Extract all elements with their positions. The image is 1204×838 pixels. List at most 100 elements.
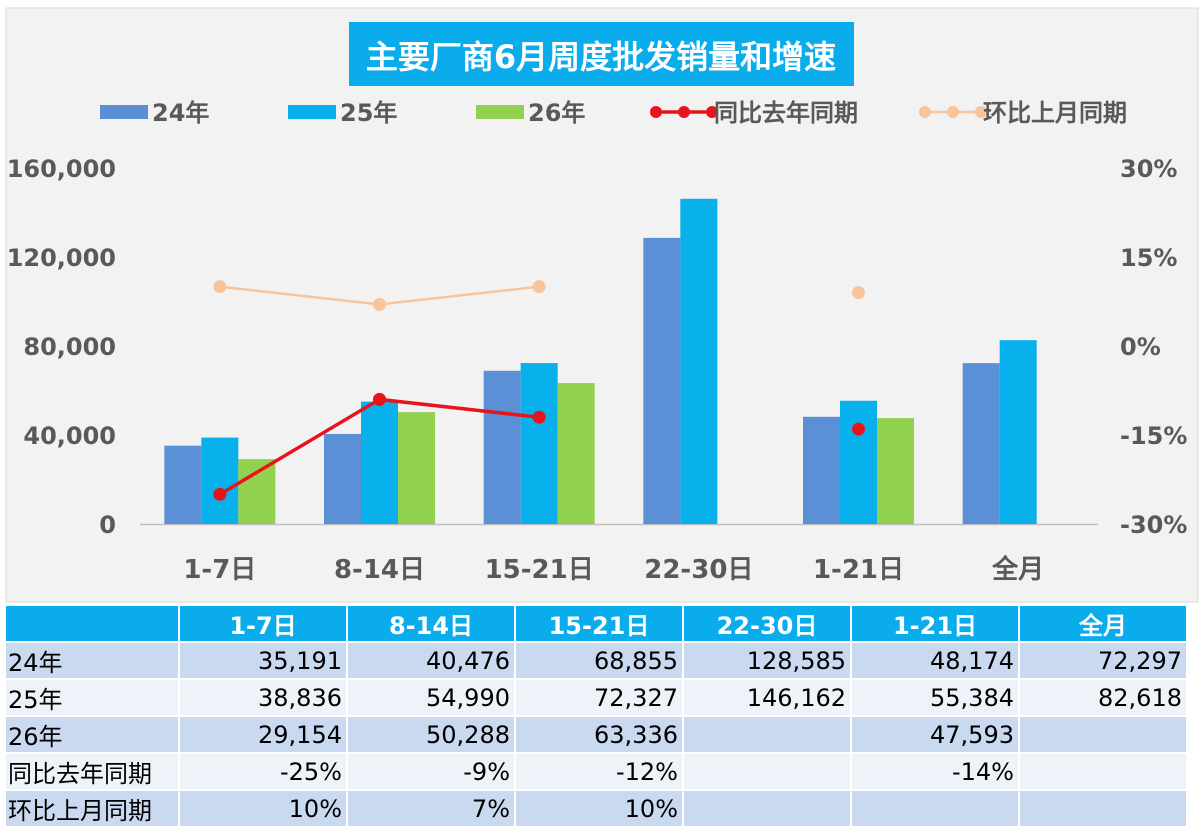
y-left-tick-label: 40,000 [23, 422, 116, 450]
table-cell: 82,618 [1020, 680, 1186, 715]
title-box [349, 22, 854, 86]
x-tick-label: 1-21日 [813, 555, 904, 585]
y-right-tick-label: 15% [1120, 244, 1177, 272]
bar-26年 [877, 418, 914, 524]
table-row: 26年 29,154 50,288 63,336 47,593 [6, 717, 1186, 752]
bar-24年 [483, 370, 521, 524]
row-label: 24年 [6, 643, 178, 678]
point-环比上月同期 [532, 280, 546, 294]
table-cell [852, 791, 1018, 826]
table-row: 24年 35,191 40,476 68,855 128,585 48,174 … [6, 643, 1186, 678]
table-cell: 72,327 [516, 680, 682, 715]
table-cell [684, 791, 850, 826]
table-cell: 38,836 [180, 680, 346, 715]
point-环比上月同期 [213, 280, 227, 294]
table-cell: 47,593 [852, 717, 1018, 752]
bar-25年 [680, 198, 718, 524]
bar-25年 [840, 400, 877, 524]
y-left-tick-label: 160,000 [7, 155, 116, 183]
bar-24年 [324, 433, 361, 524]
legend-label: 环比上月同期 [983, 99, 1127, 127]
y-right-tick-label: 30% [1120, 155, 1177, 183]
y-right-tick-label: 0% [1120, 333, 1161, 361]
bar-24年 [164, 445, 202, 524]
table-cell: 128,585 [684, 643, 850, 678]
table-row: 环比上月同期 10% 7% 10% [6, 791, 1186, 826]
bar-25年 [361, 401, 398, 524]
point-同比去年同期 [213, 487, 227, 501]
table-cell: 10% [180, 791, 346, 826]
y-right-tick-label: -30% [1120, 511, 1187, 539]
bar-25年 [999, 340, 1037, 524]
x-tick-label: 15-21日 [485, 555, 594, 585]
table-cell: -25% [180, 754, 346, 789]
legend-marker [706, 106, 718, 118]
table-header-row: 1-7日 8-14日 15-21日 22-30日 1-21日 全月 [6, 606, 1186, 641]
table-cell [1020, 791, 1186, 826]
row-label: 同比去年同期 [6, 754, 178, 789]
table-cell: 55,384 [852, 680, 1018, 715]
table-cell: 29,154 [180, 717, 346, 752]
table-cell [1020, 717, 1186, 752]
table-cell: 63,336 [516, 717, 682, 752]
bar-26年 [398, 412, 435, 524]
table-header-cell: 全月 [1020, 606, 1186, 641]
bar-24年 [962, 363, 1000, 524]
legend-marker [650, 106, 662, 118]
legend-label: 26年 [528, 99, 585, 127]
combo-chart: 主要厂商6月周度批发销量和增速 0 40,000 80,000 120,000 160,0… [5, 7, 1199, 603]
y-right-tick-label: -15% [1120, 422, 1187, 450]
bar-25年 [520, 363, 558, 524]
row-label: 26年 [6, 717, 178, 752]
legend-marker [678, 106, 690, 118]
table-cell: 146,162 [684, 680, 850, 715]
table-cell [1020, 754, 1186, 789]
legend-swatch [288, 105, 336, 119]
table-cell: 72,297 [1020, 643, 1186, 678]
bar-24年 [643, 237, 681, 524]
x-tick-label: 1-7日 [183, 555, 256, 585]
table-row: 25年 38,836 54,990 72,327 146,162 55,384 … [6, 680, 1186, 715]
table-cell: -14% [852, 754, 1018, 789]
table-cell: 35,191 [180, 643, 346, 678]
legend-label: 24年 [152, 99, 209, 127]
x-tick-label: 22-30日 [644, 555, 753, 585]
x-tick-label: 8-14日 [334, 555, 425, 585]
legend-label: 25年 [340, 99, 397, 127]
table-cell: 54,990 [348, 680, 514, 715]
table-cell [684, 754, 850, 789]
table-cell: 40,476 [348, 643, 514, 678]
table-cell: 10% [516, 791, 682, 826]
y-left-tick-label: 120,000 [7, 244, 116, 272]
table-cell: 7% [348, 791, 514, 826]
table-header-cell: 22-30日 [684, 606, 850, 641]
legend-swatch [100, 105, 148, 119]
point-环比上月同期 [373, 297, 386, 311]
legend-marker [919, 106, 931, 118]
point-环比上月同期 [852, 286, 865, 300]
table-cell: 48,174 [852, 643, 1018, 678]
x-tick-label: 全月 [991, 554, 1044, 585]
table-cell [684, 717, 850, 752]
y-left-tick-label: 80,000 [23, 333, 116, 361]
table-header-cell: 15-21日 [516, 606, 682, 641]
table-header-cell: 1-21日 [852, 606, 1018, 641]
table-header-cell: 8-14日 [348, 606, 514, 641]
legend-swatch [476, 105, 524, 119]
legend-marker [975, 106, 987, 118]
table-corner-cell [6, 606, 178, 641]
point-同比去年同期 [373, 392, 386, 406]
point-同比去年同期 [532, 410, 546, 424]
bar-26年 [557, 383, 595, 524]
table-cell: -9% [348, 754, 514, 789]
table-row: 同比去年同期 -25% -9% -12% -14% [6, 754, 1186, 789]
table-cell: 50,288 [348, 717, 514, 752]
chart-title: 主要厂商6月周度批发销量和增速 [366, 38, 836, 76]
legend-marker [947, 106, 959, 118]
row-label: 环比上月同期 [6, 791, 178, 826]
bar-26年 [238, 459, 276, 524]
table-header-cell: 1-7日 [180, 606, 346, 641]
table-cell: -12% [516, 754, 682, 789]
y-left-tick-label: 0 [99, 511, 116, 539]
